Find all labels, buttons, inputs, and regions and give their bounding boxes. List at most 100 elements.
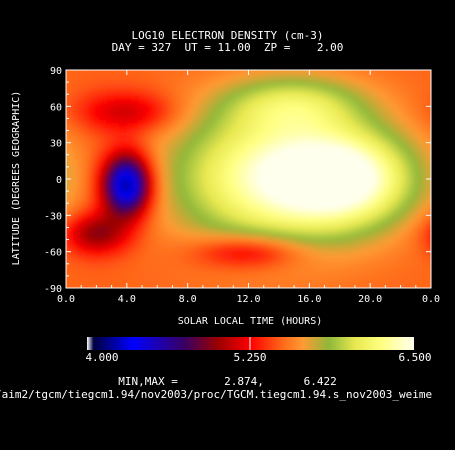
heatmap-cell	[378, 117, 383, 122]
heatmap-cell	[114, 193, 120, 198]
heatmap-cell	[82, 99, 87, 104]
heatmap-cell	[386, 95, 392, 100]
heatmap-cell	[110, 88, 116, 93]
heatmap-cell	[374, 146, 379, 151]
heatmap-cell	[143, 157, 148, 162]
heatmap-cell	[353, 218, 359, 224]
heatmap-cell	[374, 139, 379, 144]
heatmap-cell	[366, 248, 371, 253]
heatmap-cell	[281, 63, 286, 67]
heatmap-cell	[163, 186, 168, 191]
heatmap-cell	[175, 120, 181, 126]
heatmap-cell	[78, 88, 83, 93]
heatmap-cell	[370, 179, 375, 184]
heatmap-cell	[199, 160, 205, 166]
heatmap-cell	[232, 233, 237, 238]
heatmap-cell	[301, 182, 306, 187]
heatmap-cell	[110, 226, 116, 231]
heatmap-cell	[349, 106, 355, 111]
heatmap-cell	[309, 218, 314, 224]
heatmap-cell	[163, 175, 168, 180]
heatmap-cell	[122, 139, 128, 144]
heatmap-cell	[159, 233, 164, 238]
heatmap-cell	[402, 88, 408, 93]
heatmap-cell	[435, 121, 440, 125]
heatmap-cell	[118, 233, 124, 238]
heatmap-cell	[276, 226, 282, 231]
heatmap-cell	[86, 131, 91, 136]
heatmap-cell	[374, 95, 379, 100]
heatmap-cell	[333, 171, 339, 176]
heatmap-cell	[159, 120, 164, 126]
heatmap-cell	[264, 135, 270, 140]
heatmap-cell	[264, 175, 270, 180]
heatmap-cell	[272, 124, 278, 129]
heatmap-cell	[293, 142, 298, 147]
heatmap-cell	[212, 109, 217, 115]
heatmap-cell	[301, 248, 306, 253]
heatmap-cell	[333, 73, 339, 78]
heatmap-cell	[212, 88, 217, 93]
heatmap-cell	[195, 106, 201, 111]
heatmap-cell	[407, 63, 412, 67]
heatmap-cell	[394, 175, 400, 180]
heatmap-cell	[285, 186, 290, 191]
heatmap-cell	[216, 222, 221, 227]
heatmap-cell	[341, 251, 347, 256]
heatmap-cell	[118, 222, 124, 227]
heatmap-cell	[325, 139, 331, 144]
heatmap-cell	[216, 237, 221, 242]
heatmap-cell	[86, 149, 91, 155]
heatmap-cell	[301, 189, 306, 195]
heatmap-cell	[228, 109, 233, 115]
heatmap-cell	[256, 193, 262, 198]
heatmap-cell	[345, 197, 351, 202]
heatmap-cell	[167, 200, 173, 206]
heatmap-cell	[264, 117, 270, 122]
heatmap-cell	[264, 95, 270, 100]
heatmap-cell	[167, 106, 173, 111]
heatmap-cell	[353, 171, 359, 176]
heatmap-cell	[195, 84, 201, 89]
heatmap-cell	[183, 70, 189, 75]
heatmap-cell	[244, 164, 250, 169]
heatmap-cell	[232, 197, 237, 202]
heatmap-cell	[313, 153, 319, 158]
heatmap-cell	[252, 237, 258, 242]
heatmap-cell	[398, 164, 404, 169]
heatmap-cell	[195, 179, 201, 184]
heatmap-cell	[289, 218, 294, 224]
heatmap-cell	[418, 218, 424, 224]
heatmap-cell	[386, 88, 392, 93]
heatmap-cell	[260, 131, 266, 136]
heatmap-cell	[349, 233, 355, 238]
heatmap-cell	[240, 153, 246, 158]
heatmap-cell	[414, 120, 420, 126]
heatmap-cell	[345, 160, 351, 166]
heatmap-cell	[143, 237, 148, 242]
heatmap-cell	[191, 73, 197, 78]
heatmap-cell	[191, 193, 197, 198]
heatmap-cell	[418, 226, 424, 231]
heatmap-cell	[86, 208, 91, 213]
heatmap-cell	[402, 251, 408, 256]
heatmap-cell	[353, 160, 359, 166]
heatmap-cell	[191, 102, 197, 107]
heatmap-cell	[398, 106, 404, 111]
heatmap-cell	[394, 131, 400, 136]
heatmap-cell	[147, 135, 152, 140]
heatmap-cell	[256, 88, 262, 93]
heatmap-cell	[358, 80, 363, 86]
heatmap-cell	[78, 91, 83, 97]
heatmap-cell	[224, 251, 229, 256]
heatmap-cell	[78, 182, 83, 187]
heatmap-cell	[418, 131, 424, 136]
heatmap-cell	[418, 175, 424, 180]
heatmap-cell	[102, 211, 108, 216]
heatmap-cell	[86, 164, 91, 169]
heatmap-cell	[268, 171, 274, 176]
heatmap-cell	[139, 113, 144, 118]
heatmap-cell	[155, 102, 160, 107]
heatmap-cell	[155, 153, 160, 158]
heatmap-cell	[155, 208, 160, 213]
